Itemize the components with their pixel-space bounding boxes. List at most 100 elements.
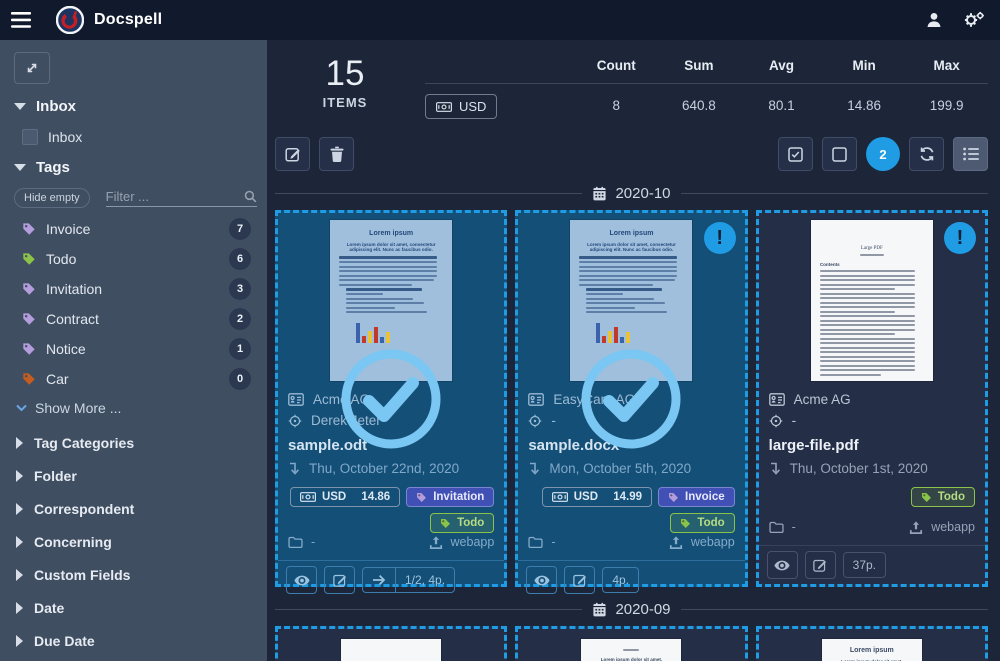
sidebar-tag-item[interactable]: Invoice 7 [14, 214, 267, 244]
sidebar-section-correspondent[interactable]: Correspondent [16, 492, 267, 525]
concerning-row: - [528, 413, 734, 428]
concerning-row: Derek Jeter [288, 413, 494, 428]
item-card-large-file.pdf[interactable]: Large PDF Contents ! Acme AG - large-fil… [755, 210, 988, 587]
pages-label: 4p. [602, 567, 640, 593]
tag-filter-input[interactable] [105, 189, 244, 204]
docspell-logo-icon [56, 6, 84, 34]
stats-header-max: Max [905, 54, 988, 84]
sidebar-section-date[interactable]: Date [16, 591, 267, 624]
sidebar-section-due-date[interactable]: Due Date [16, 624, 267, 657]
show-more-tags[interactable]: Show More ... [16, 400, 267, 416]
hide-empty-button[interactable]: Hide empty [14, 188, 90, 208]
caret-right-icon [16, 601, 23, 614]
view-item-button[interactable] [766, 551, 798, 579]
sidebar-tag-item[interactable]: Todo 6 [14, 244, 267, 274]
card-footer: 4p. [518, 560, 745, 599]
item-date-icon [290, 462, 299, 475]
currency-chip-cell: USD [425, 84, 575, 119]
document-preview[interactable]: Lorem ipsum Lorem ipsum dolor sit amet, … [759, 629, 985, 661]
delete-selected-button[interactable] [319, 137, 354, 171]
caret-right-icon [16, 535, 23, 548]
document-preview[interactable]: Large PDF Contents [759, 213, 985, 381]
folder-source-row: - webapp [769, 520, 975, 541]
sidebar-section-folder[interactable]: Folder [16, 459, 267, 492]
tag-icon [23, 223, 35, 235]
list-view-button[interactable] [953, 137, 988, 171]
tag-chip-todo[interactable]: Todo [910, 487, 975, 507]
item-card[interactable]: Lorem ipsum dolor sit amet, consectetur … [515, 626, 748, 661]
sidebar-tag-item[interactable]: Invitation 3 [14, 274, 267, 304]
section-label: Correspondent [34, 500, 135, 517]
refresh-button[interactable] [909, 137, 944, 171]
calendar-icon [593, 186, 607, 201]
document-thumbnail: Keycloak in PDF [341, 639, 442, 661]
card-meta: Acme AG Derek Jeter sample.odt Thu, Octo… [278, 381, 504, 560]
month-label: 2020-09 [615, 601, 671, 618]
document-preview[interactable]: Lorem ipsum dolor sit amet, consectetur … [518, 629, 744, 661]
tag-chip-todo[interactable]: Todo [430, 513, 495, 533]
caret-right-icon [16, 634, 23, 647]
tag-icon [417, 492, 427, 502]
goto-next-button[interactable] [363, 568, 395, 592]
inbox-filter-item[interactable]: Inbox [22, 129, 267, 145]
edit-item-button[interactable] [564, 566, 596, 594]
folder-source-row: - webapp [288, 535, 494, 556]
sidebar-section-tag-categories[interactable]: Tag Categories [16, 426, 267, 459]
sidebar-section-custom-fields[interactable]: Custom Fields [16, 558, 267, 591]
user-account-icon[interactable] [914, 0, 954, 40]
tag-chip-todo[interactable]: Todo [670, 513, 735, 533]
inbox-filter-label: Inbox [48, 129, 83, 145]
sidebar-section-concerning[interactable]: Concerning [16, 525, 267, 558]
item-date-row: Thu, October 22nd, 2020 [288, 461, 494, 476]
inbox-section-header[interactable]: Inbox [14, 98, 267, 115]
pages-label: 37p. [842, 552, 887, 578]
expand-sidebar-button[interactable] [14, 52, 50, 84]
folder-source-row: - webapp [528, 535, 735, 556]
view-item-button[interactable] [286, 566, 317, 594]
sidebar-tag-item[interactable]: Car 0 [14, 364, 267, 394]
sidebar-tag-item[interactable]: Contract 2 [14, 304, 267, 334]
item-card[interactable]: Keycloak in PDF [275, 626, 508, 661]
document-preview[interactable]: Lorem ipsum Lorem ipsum dolor sit amet, … [278, 213, 504, 381]
deselect-all-button[interactable] [822, 137, 857, 171]
tag-chip-invitation[interactable]: Invitation [406, 487, 495, 507]
menu-hamburger-icon[interactable] [0, 0, 42, 40]
tag-count-badge: 0 [229, 368, 251, 390]
folder-icon [769, 521, 784, 533]
sidebar-section-source[interactable]: Source [16, 657, 267, 661]
stats-value: 80.1 [768, 98, 795, 113]
thumb-chart [596, 319, 692, 343]
tag-icon [23, 373, 35, 385]
inbox-checkbox[interactable] [22, 129, 38, 145]
main-content: 15 ITEMS Count Sum Avg Min Max USD 8 640.8 80.1 1… [267, 40, 1000, 661]
item-card-sample.odt[interactable]: Lorem ipsum Lorem ipsum dolor sit amet, … [275, 210, 508, 594]
select-all-button[interactable] [778, 137, 813, 171]
item-card[interactable]: Lorem ipsum Lorem ipsum dolor sit amet, … [755, 626, 988, 661]
item-filename[interactable]: sample.odt [288, 437, 368, 454]
tag-chip-invoice[interactable]: Invoice [658, 487, 735, 507]
chevron-down-icon [16, 404, 27, 412]
card-meta: EasyCare AG - sample.docx Mon, October 5… [518, 381, 744, 560]
tags-section-header[interactable]: Tags [14, 159, 267, 176]
document-preview[interactable]: Keycloak in PDF [278, 629, 504, 661]
edit-item-button[interactable] [324, 566, 355, 594]
folder-icon [528, 536, 543, 548]
tag-list: Invoice 7 Todo 6 Invitation 3 Contract 2 Notice 1… [14, 214, 267, 394]
tag-icon [681, 518, 691, 528]
item-card-sample.docx[interactable]: Lorem ipsum Lorem ipsum dolor sit amet, … [515, 210, 748, 594]
correspondent-icon [288, 393, 304, 406]
items-label: ITEMS [322, 95, 368, 110]
chip-row: USD 14.86 Invitation Todo [288, 487, 495, 533]
tag-icon [669, 492, 678, 502]
refresh-icon [920, 147, 933, 161]
item-filename[interactable]: large-file.pdf [768, 437, 859, 454]
edit-selected-button[interactable] [275, 137, 310, 171]
settings-gears-icon[interactable] [954, 0, 994, 40]
item-filename[interactable]: sample.docx [528, 437, 620, 454]
edit-item-button[interactable] [804, 551, 836, 579]
edit-icon [332, 574, 346, 587]
app-title: Docspell [94, 11, 163, 28]
sidebar-tag-item[interactable]: Notice 1 [14, 334, 267, 364]
chip-row: USD 14.99 Invoice Todo [528, 487, 735, 533]
view-item-button[interactable] [526, 566, 558, 594]
